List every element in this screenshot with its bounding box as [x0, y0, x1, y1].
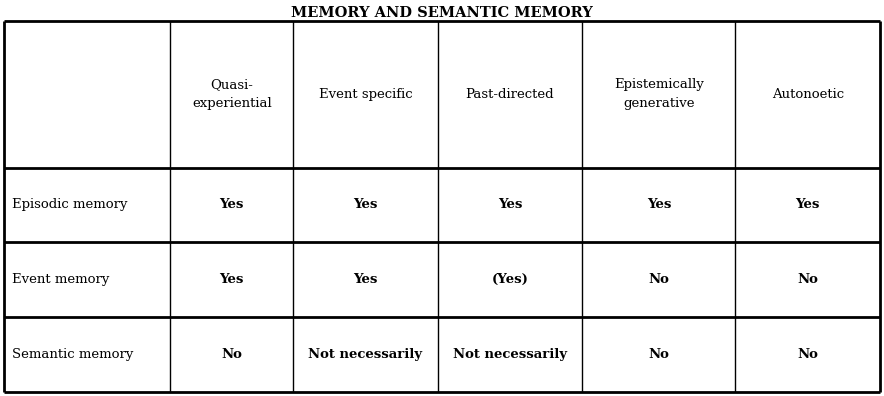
- Text: Not necessarily: Not necessarily: [309, 348, 423, 361]
- Text: Yes: Yes: [219, 273, 244, 286]
- Text: (Yes): (Yes): [492, 273, 529, 286]
- Text: Yes: Yes: [354, 273, 377, 286]
- Text: Yes: Yes: [354, 198, 377, 211]
- Text: Event specific: Event specific: [318, 88, 412, 101]
- Text: Event memory: Event memory: [12, 273, 110, 286]
- Text: MEMORY AND SEMANTIC MEMORY: MEMORY AND SEMANTIC MEMORY: [291, 6, 593, 20]
- Text: Past-directed: Past-directed: [466, 88, 554, 101]
- Text: No: No: [797, 273, 819, 286]
- Text: Semantic memory: Semantic memory: [12, 348, 133, 361]
- Text: No: No: [221, 348, 242, 361]
- Text: No: No: [648, 348, 669, 361]
- Text: Yes: Yes: [796, 198, 820, 211]
- Text: No: No: [797, 348, 819, 361]
- Text: Quasi-
experiential: Quasi- experiential: [192, 78, 271, 110]
- Text: Yes: Yes: [646, 198, 671, 211]
- Text: Yes: Yes: [498, 198, 522, 211]
- Text: Autonoetic: Autonoetic: [772, 88, 844, 101]
- Text: Episodic memory: Episodic memory: [12, 198, 127, 211]
- Text: Yes: Yes: [219, 198, 244, 211]
- Text: Not necessarily: Not necessarily: [453, 348, 567, 361]
- Text: No: No: [648, 273, 669, 286]
- Text: Epistemically
generative: Epistemically generative: [613, 78, 704, 110]
